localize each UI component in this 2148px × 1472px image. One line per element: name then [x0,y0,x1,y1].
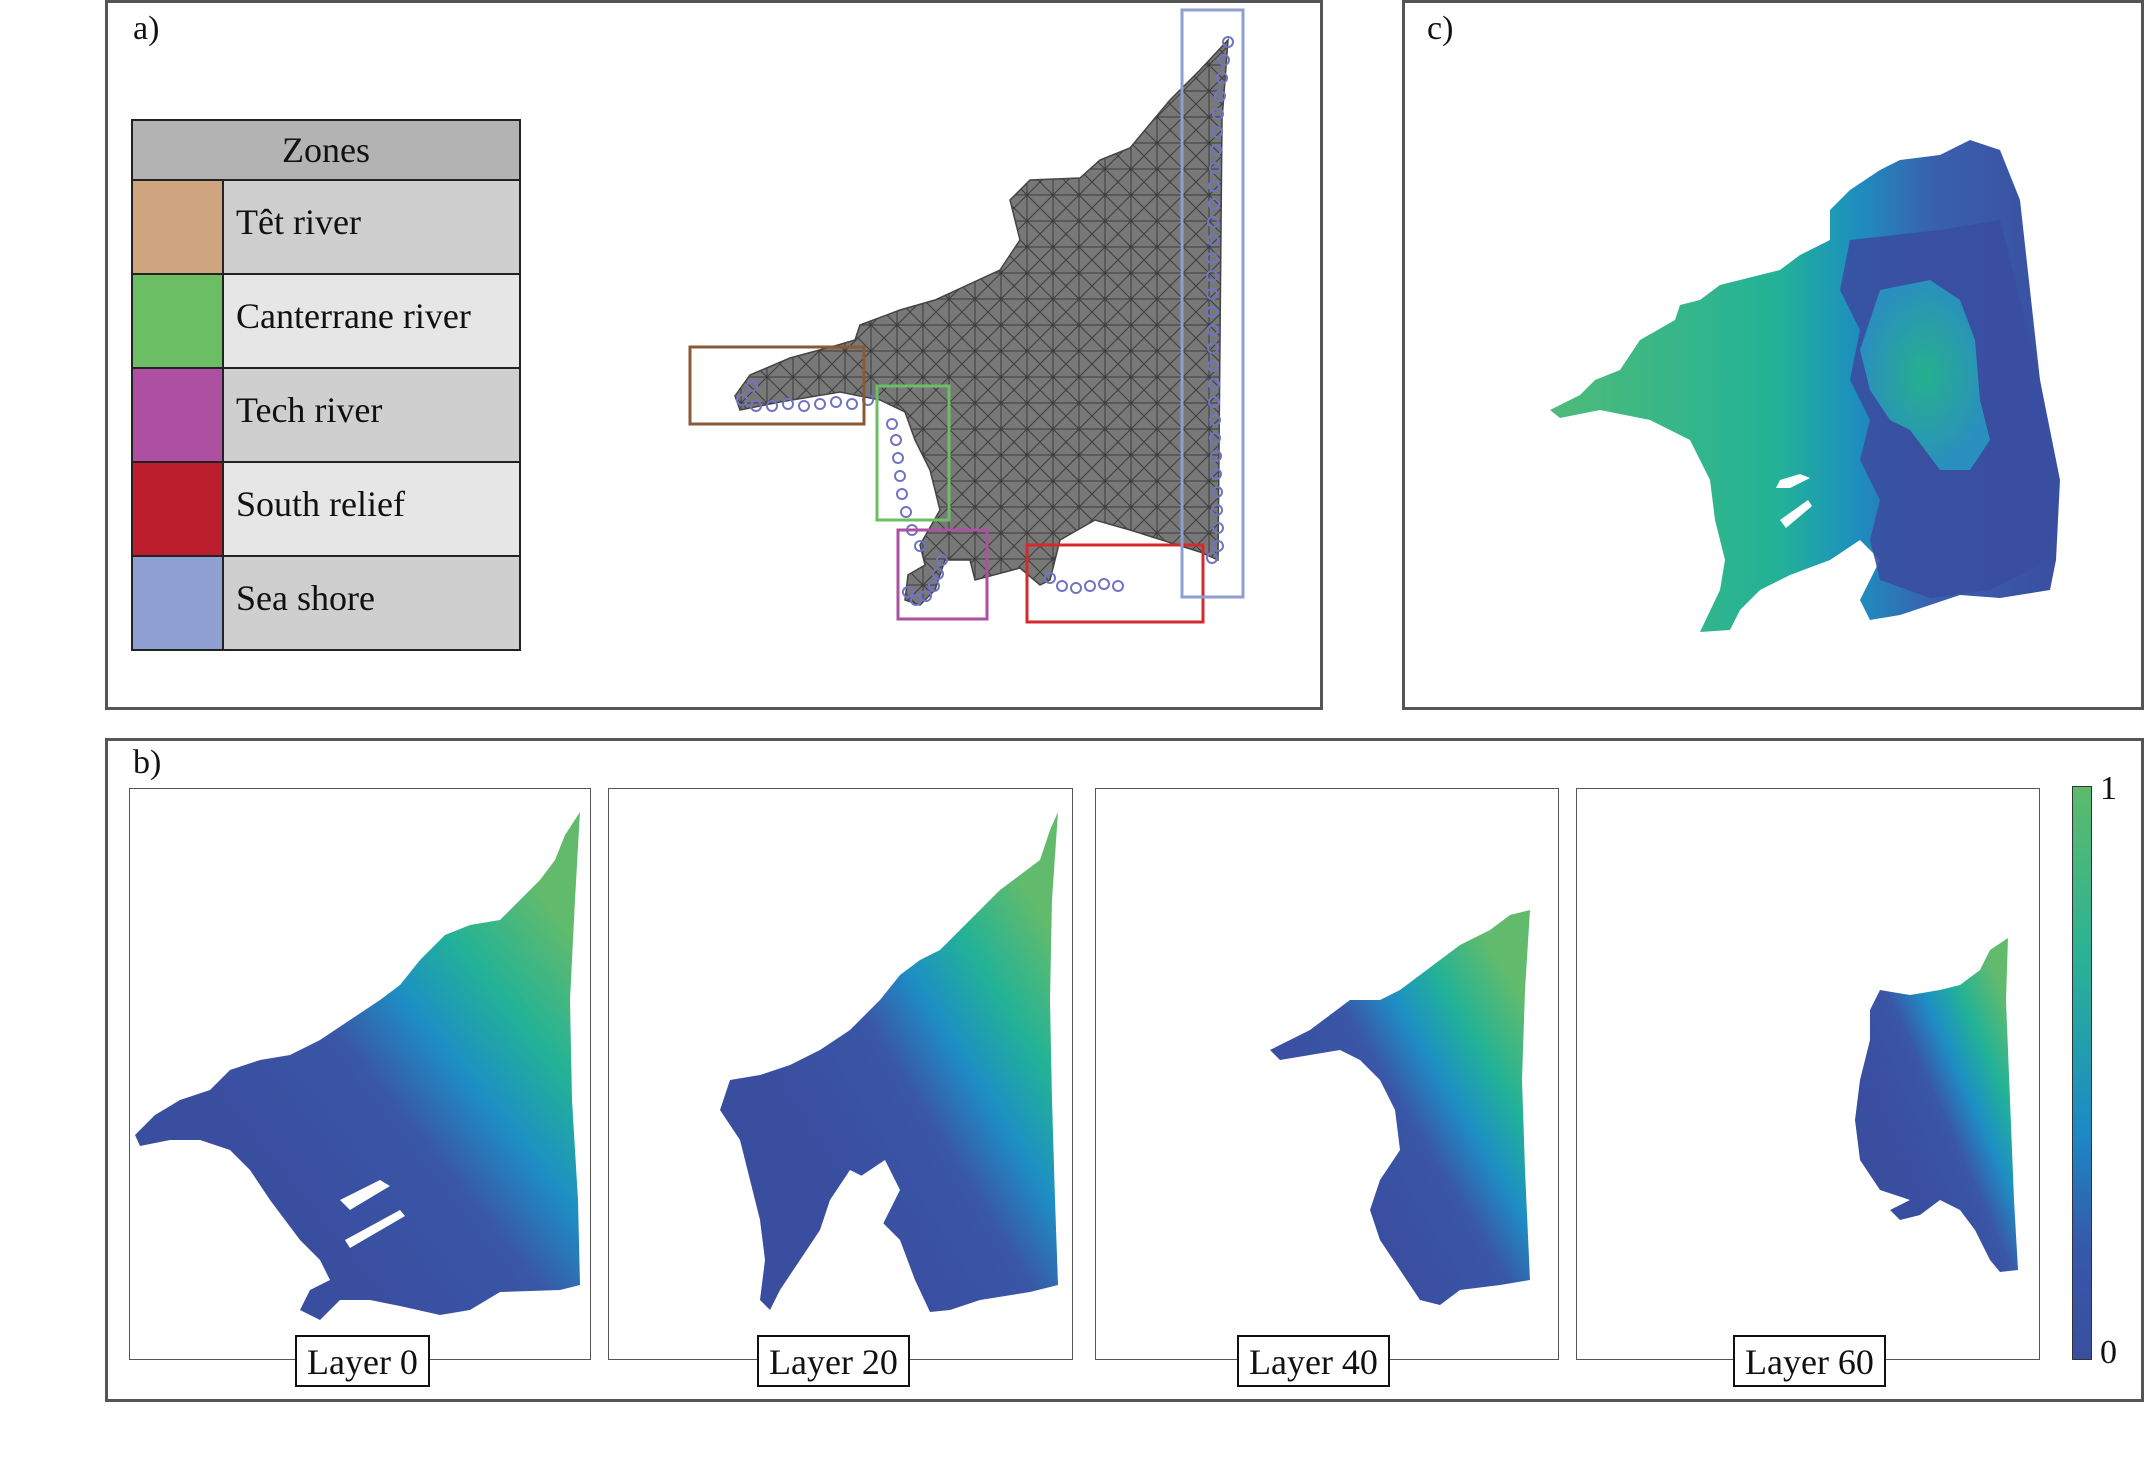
layer-40-field [1270,910,1530,1305]
legend-row-tet: Têt river [133,181,519,275]
box-canterrane [875,384,951,522]
panel-b-label: b) [133,744,162,781]
legend-swatch-tech [133,369,224,461]
layer-60-field [1855,938,2018,1272]
legend-title: Zones [133,121,519,181]
legend-row-sea: Sea shore [133,557,519,649]
legend-row-canterrane: Canterrane river [133,275,519,369]
box-sea [1180,8,1245,599]
zones-legend: Zones Têt river Canterrane river Tech ri… [131,119,521,651]
legend-swatch-south [133,463,224,555]
colorbar-max-label: 1 [2100,770,2117,807]
legend-label-canterrane: Canterrane river [236,296,471,336]
legend-row-tech: Tech river [133,369,519,463]
legend-row-south: South relief [133,463,519,557]
panel-a-label: a) [133,10,160,47]
legend-label-sea: Sea shore [236,578,375,618]
panel-c-lake [1776,474,1810,488]
legend-label-tech: Tech river [236,390,383,430]
layer-label-0: Layer 0 [295,1335,430,1387]
colorbar [2072,786,2092,1360]
legend-label-tet: Têt river [236,202,361,242]
legend-label-south: South relief [236,484,405,524]
layer-20-field [720,812,1058,1312]
layer-0-lake-2 [345,1210,405,1248]
legend-swatch-tet [133,181,224,273]
panel-c-inner-zone [1860,280,1990,470]
layer-0-field [135,812,580,1320]
boundary-nodes [736,36,1234,606]
box-south [1025,543,1205,624]
layer-label-40: Layer 40 [1237,1335,1390,1387]
layer-label-20: Layer 20 [757,1335,910,1387]
layer-20-hole [855,1160,900,1230]
panel-c-lake-2 [1780,500,1812,528]
box-tet [688,345,866,426]
panel-c-label: c) [1427,10,1454,47]
layer-0-lake [340,1180,390,1210]
box-tech [896,528,989,621]
layer-label-60: Layer 60 [1733,1335,1886,1387]
legend-swatch-canterrane [133,275,224,367]
colorbar-min-label: 0 [2100,1334,2117,1371]
legend-swatch-sea [133,557,224,649]
